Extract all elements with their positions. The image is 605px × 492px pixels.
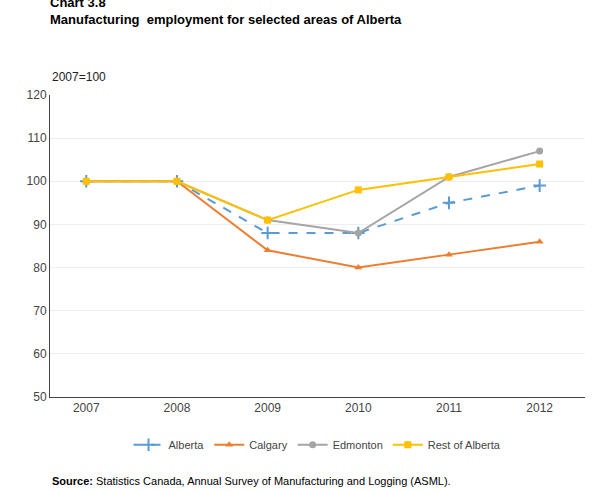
svg-text:2009: 2009 bbox=[254, 401, 281, 415]
svg-text:Rest of Alberta: Rest of Alberta bbox=[428, 439, 501, 451]
svg-text:Edmonton: Edmonton bbox=[333, 439, 383, 451]
svg-text:60: 60 bbox=[33, 347, 47, 361]
svg-text:2012: 2012 bbox=[526, 401, 553, 415]
svg-text:2011: 2011 bbox=[436, 401, 462, 415]
svg-text:120: 120 bbox=[27, 88, 47, 102]
svg-text:2007=100: 2007=100 bbox=[52, 70, 106, 84]
svg-text:90: 90 bbox=[33, 218, 47, 232]
svg-text:110: 110 bbox=[27, 131, 46, 145]
svg-text:2010: 2010 bbox=[345, 401, 372, 415]
svg-text:Alberta: Alberta bbox=[169, 439, 205, 451]
svg-text:2008: 2008 bbox=[164, 401, 191, 415]
svg-text:70: 70 bbox=[33, 304, 47, 318]
svg-text:Source: Statistics Canada, Ann: Source: Statistics Canada, Annual Survey… bbox=[52, 475, 451, 487]
svg-text:80: 80 bbox=[33, 261, 47, 275]
svg-text:50: 50 bbox=[33, 390, 47, 404]
svg-text:Chart 3.8Manufacturing employ: Chart 3.8Manufacturing employment for se… bbox=[50, 0, 402, 27]
svg-text:Calgary: Calgary bbox=[249, 439, 287, 451]
svg-text:100: 100 bbox=[27, 174, 47, 188]
svg-text:2007: 2007 bbox=[73, 401, 100, 415]
